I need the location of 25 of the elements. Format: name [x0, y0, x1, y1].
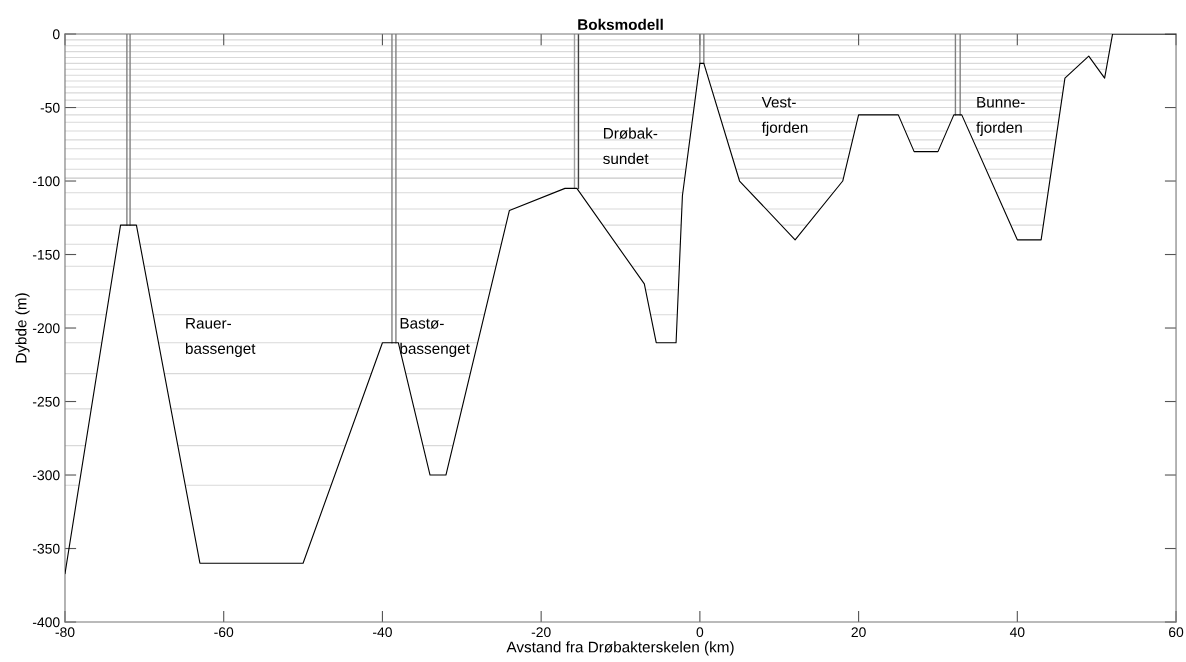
x-tick-label: 60 — [1169, 627, 1184, 638]
y-tick-label: -100 — [32, 176, 60, 187]
annotation: Rauer- bassenget — [185, 318, 256, 357]
y-tick-label: -50 — [40, 102, 60, 113]
x-tick-label: 40 — [1009, 627, 1025, 638]
x-tick-label: -40 — [373, 627, 392, 638]
y-tick-label: -200 — [32, 323, 60, 334]
y-tick-label: -400 — [32, 617, 60, 628]
y-axis-title: Dybde (m) — [15, 293, 30, 363]
annotation: Vest- fjorden — [761, 96, 808, 136]
annotation: Drøbak- sundet — [603, 127, 658, 165]
x-tick-label: -20 — [531, 627, 551, 638]
x-axis-title: Avstand fra Drøbakterskelen (km) — [506, 641, 734, 656]
y-tick-label: -350 — [32, 543, 60, 554]
x-tick-label: 0 — [696, 627, 704, 638]
y-tick-label: -150 — [32, 249, 60, 260]
x-tick-label: -60 — [214, 627, 234, 638]
x-tick-label: 20 — [851, 627, 866, 638]
y-tick-label: -250 — [32, 396, 60, 407]
chart-title: Boksmodell — [578, 18, 663, 31]
annotation: Bastø- bassenget — [400, 318, 470, 357]
y-tick-label: 0 — [52, 29, 60, 40]
annotation: Bunne- fjorden — [976, 96, 1025, 136]
y-tick-label: -300 — [32, 470, 60, 481]
x-tick-label: -80 — [55, 627, 75, 638]
